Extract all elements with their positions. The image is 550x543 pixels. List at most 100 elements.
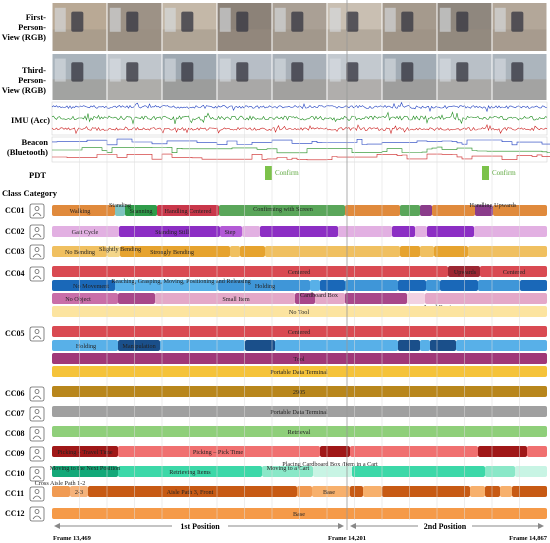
pdt-confirm-label-1: Confirm — [275, 169, 299, 177]
annotation-segment — [350, 446, 478, 457]
segment-label: No Movement — [73, 283, 109, 290]
fpv-thumbnail — [162, 3, 217, 51]
annotation-segment — [515, 466, 547, 477]
fpv-thumbnail — [272, 3, 327, 51]
document-icon — [29, 406, 45, 422]
fpv-thumbnail — [217, 3, 272, 51]
annotation-segment — [310, 280, 320, 291]
annotation-segment — [118, 340, 160, 351]
annotation-segment — [400, 205, 420, 216]
annotation-segment — [52, 446, 118, 457]
segment-label: Handling Upwards — [470, 202, 518, 209]
legs-icon — [29, 224, 45, 240]
annotation-track: Gait Cycle Standing Still Step — [52, 226, 547, 237]
annotation-segment — [475, 205, 493, 216]
annotation-segment — [125, 205, 157, 216]
row-cc06: CC06 — [5, 386, 45, 402]
annotation-segment — [297, 486, 312, 497]
segment-label: Placing Cardboard Box /Item in a Cart — [282, 461, 378, 468]
annotation-segment — [448, 266, 480, 277]
annotation-segment — [485, 466, 515, 477]
annotation-segment — [218, 280, 310, 291]
frame-mid-label: Frame 14,201 — [328, 535, 366, 542]
annotation-segment — [119, 226, 220, 237]
annotation-segment — [426, 280, 440, 291]
annotation-segment — [118, 466, 262, 477]
third-person-view-strip — [52, 54, 547, 100]
beacon-plot — [51, 136, 550, 163]
annotation-segment — [398, 280, 426, 291]
frame-end-label: Frame 14,867 — [509, 535, 548, 542]
segment-label: Standing Still — [155, 229, 189, 236]
fpv-thumbnail — [327, 3, 382, 51]
segment-label: Base — [323, 489, 335, 496]
annotation-segment — [485, 486, 500, 497]
fpv-thumbnail — [107, 3, 162, 51]
segment-label: Cardboard Box — [300, 292, 339, 299]
annotation-segment — [434, 246, 468, 257]
annotation-segment — [400, 246, 420, 257]
annotation-segment — [52, 293, 118, 304]
row-cc09: CC09 — [5, 446, 45, 462]
row-cc10: CC10 — [5, 466, 45, 482]
annotation-track: Holding Manipulation — [52, 340, 547, 351]
tpv-thumbnail — [437, 54, 492, 100]
workflow-icon — [29, 466, 45, 482]
first-person-view-strip — [52, 3, 547, 51]
row-cc04: CC04 — [5, 266, 45, 282]
row-id-label: CC05 — [5, 329, 25, 338]
torso-icon — [29, 244, 45, 260]
scanner-icon — [29, 426, 45, 442]
annotation-segment — [52, 466, 118, 477]
segment-label: No Tool — [289, 309, 310, 316]
position-2-label: 2nd Position — [424, 522, 467, 531]
row-id-label: CC08 — [5, 429, 25, 438]
pdt-label: PDT — [29, 170, 46, 180]
row-id-label: CC09 — [5, 449, 25, 458]
annotation-segment — [70, 486, 88, 497]
annotation-segment — [427, 226, 474, 237]
annotation-segment — [118, 446, 320, 457]
segment-label: Handling Centered — [165, 208, 213, 215]
tpv-thumbnail — [162, 54, 217, 100]
timeline: 1st Position 2nd Position Frame 13,469 F… — [53, 522, 548, 542]
fpv-thumbnail — [52, 3, 107, 51]
annotation-segment — [468, 246, 547, 257]
segment-label: Centered — [503, 269, 526, 276]
annotation-segment — [313, 466, 352, 477]
annotation-segment — [219, 205, 345, 216]
annotation-segment — [493, 205, 547, 216]
annotation-track: Moving to the Next Position Retrieving It… — [50, 461, 547, 477]
annotation-segment — [160, 340, 245, 351]
annotation-segment — [262, 466, 313, 477]
annotation-segment — [52, 340, 118, 351]
annotation-segment — [474, 226, 547, 237]
annotation-segment — [115, 280, 218, 291]
row-id-label: CC06 — [5, 389, 25, 398]
annotation-segment — [320, 446, 350, 457]
annotation-segment — [107, 246, 120, 257]
annotation-segment — [220, 226, 242, 237]
row-id-label: CC07 — [5, 409, 25, 418]
tpv-thumbnail — [492, 54, 547, 100]
annotation-segment — [115, 205, 125, 216]
segment-label: No Object — [65, 296, 91, 303]
annotation-segment — [242, 226, 260, 237]
row-id-label: CC10 — [5, 469, 25, 478]
annotation-segment — [320, 280, 345, 291]
annotation-segment — [52, 280, 115, 291]
segment-label: Portable Data Terminal — [270, 369, 328, 376]
segment-label: Base — [293, 511, 305, 518]
annotation-segment — [478, 280, 520, 291]
segment-label: 2-3 — [75, 489, 83, 496]
hand-right-icon — [29, 326, 45, 342]
segment-label: Reaching, Grasping, Moving, Positioning … — [111, 278, 251, 285]
row-cc02: CC02 — [5, 224, 45, 240]
row-id-label: CC01 — [5, 206, 25, 215]
tpv-thumbnail — [272, 54, 327, 100]
annotation-segment — [420, 246, 434, 257]
tpv-thumbnail — [382, 54, 437, 100]
